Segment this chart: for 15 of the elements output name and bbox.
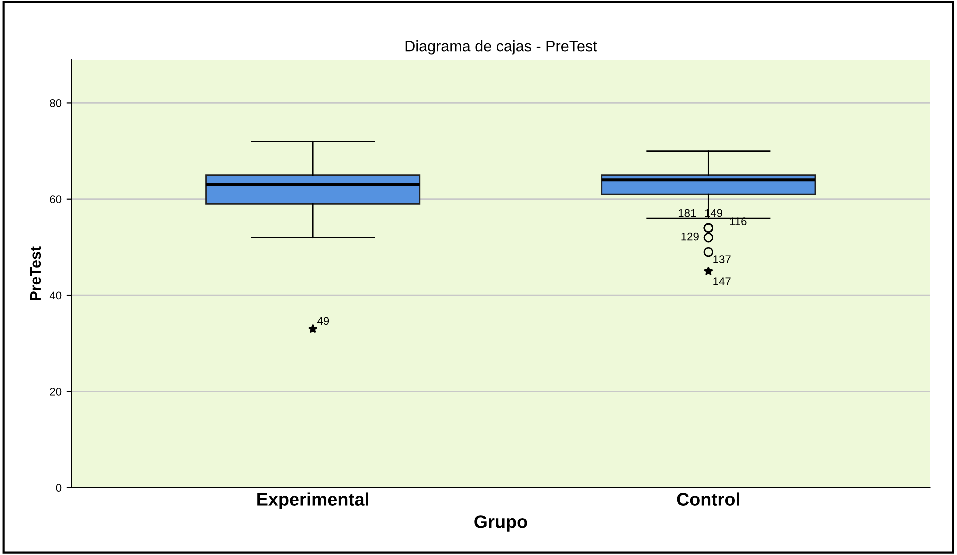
- y-axis-title: PreTest: [30, 246, 42, 300]
- x-tick-label: Experimental: [258, 492, 369, 510]
- annotation: 147: [714, 278, 731, 286]
- chart-title: Diagrama de cajas - PreTest: [406, 40, 598, 55]
- y-tick-label: 80: [50, 99, 62, 108]
- annotation: 129: [682, 232, 699, 241]
- annotation: 137: [714, 256, 731, 264]
- y-tick-label: 0: [56, 484, 62, 492]
- y-tick-label: 20: [50, 388, 62, 396]
- x-axis-title: Grupo: [474, 516, 528, 532]
- y-tick-label: 40: [50, 292, 62, 300]
- y-tick-label: 60: [50, 196, 62, 204]
- annotation: 181: [678, 209, 696, 218]
- annotation: 49: [318, 317, 330, 326]
- x-tick-label: Control: [677, 492, 740, 506]
